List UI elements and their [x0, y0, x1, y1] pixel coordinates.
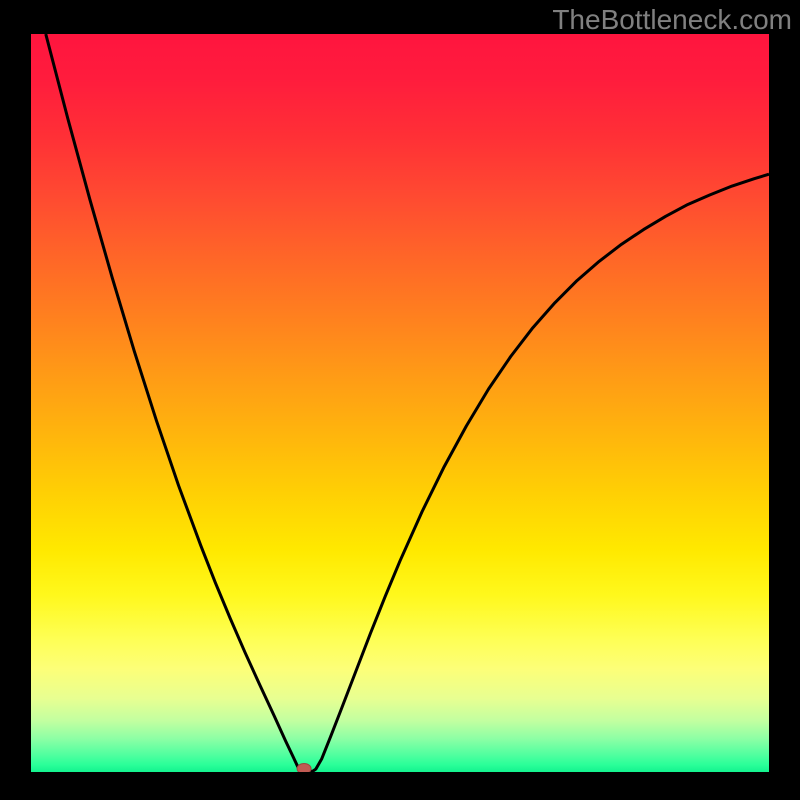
- optimum-marker: [297, 764, 311, 772]
- plot-svg: [31, 34, 769, 772]
- watermark-text: TheBottleneck.com: [552, 4, 792, 36]
- gradient-background: [31, 34, 769, 772]
- plot-area: [31, 34, 769, 772]
- chart-frame: { "watermark": { "text": "TheBottleneck.…: [0, 0, 800, 800]
